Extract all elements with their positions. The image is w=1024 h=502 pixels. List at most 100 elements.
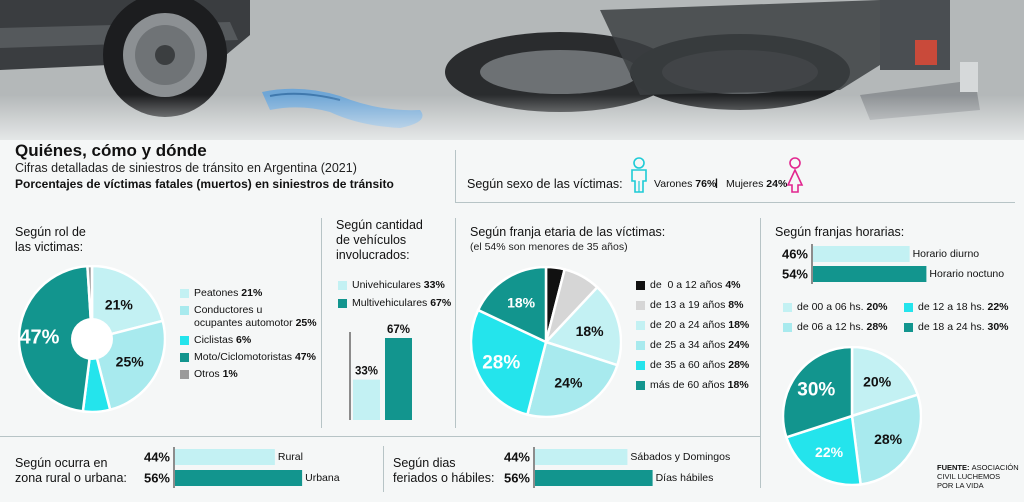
sexo-mujeres-label: Mujeres: [726, 178, 764, 190]
rol-legend-item: Conductores u ocupantes automotor 25%: [180, 304, 317, 330]
horarias-legend-item: de 12 a 18 hs. 22%: [904, 301, 1009, 314]
legend-value: 28%: [728, 359, 750, 371]
legend-swatch: [636, 380, 645, 390]
legend-label: de 12 a 18 hs.: [918, 301, 985, 313]
legend-label: de 13 a 19 años: [650, 299, 726, 311]
bar-category: Días hábiles: [656, 472, 714, 484]
legend-swatch: [783, 322, 792, 332]
vehiculos-legend-item: Univehiculares 33%: [338, 279, 451, 292]
vehiculos-bar-chart: 33% 67%: [349, 324, 412, 420]
legend-label: de 18 a 24 hs.: [918, 321, 985, 333]
legend-swatch: [904, 322, 913, 332]
bar: [385, 338, 412, 420]
vehiculos-title-line1: Según cantidad: [336, 218, 423, 232]
edad-legend-item: de 25 a 34 años 24%: [636, 339, 749, 352]
legend-label: de 0 a 12 años: [650, 279, 723, 291]
zona-title: Según ocurra en zona rural o urbana:: [15, 456, 127, 486]
legend-swatch: [180, 305, 189, 315]
legend-swatch: [636, 340, 645, 350]
bar-value: 56%: [504, 471, 530, 486]
legend-label: Moto/Ciclomotoristas: [194, 351, 293, 363]
pie-slice: [470, 308, 548, 417]
legend-value: 28%: [866, 321, 888, 333]
bar-category: Urbana: [305, 472, 340, 484]
dias-title-line1: Según dias: [393, 456, 456, 470]
rol-pie-chart: 21% 25% 47%: [18, 265, 166, 413]
pie-hole: [71, 318, 113, 360]
rol-legend-item: Peatones 21%: [180, 287, 317, 300]
pie-label: 28%: [874, 431, 903, 447]
bar: [353, 379, 380, 420]
edad-legend: de 0 a 12 años 4% de 13 a 19 años 8% de …: [636, 279, 749, 392]
source-note: FUENTE: ASOCIACIÓN CIVIL LUCHEMOS POR LA…: [937, 463, 1019, 490]
rol-title-line1: Según rol de: [15, 225, 86, 239]
pie-slice: [850, 393, 922, 486]
source-label: FUENTE:: [937, 463, 970, 472]
sexo-varones-value: 76%: [695, 178, 717, 190]
female-person-icon: [786, 157, 804, 193]
legend-swatch: [636, 320, 645, 330]
legend-swatch: [180, 288, 189, 298]
bar: [535, 470, 653, 486]
legend-label: de 06 a 12 hs.: [797, 321, 864, 333]
sexo-mujeres-value: 24%: [766, 178, 788, 190]
page-subtitle-bold: Porcentajes de víctimas fatales (muertos…: [15, 177, 394, 191]
legend-value: 30%: [987, 321, 1009, 333]
zona-bar-chart: 44% Rural 56% Urbana: [144, 447, 340, 488]
legend-label: de 20 a 24 años: [650, 319, 726, 331]
source-text: CIVIL LUCHEMOS: [937, 472, 1001, 481]
legend-value: 6%: [236, 334, 252, 346]
bar-label: 33%: [355, 366, 378, 378]
zona-title-line2: zona rural o urbana:: [15, 471, 127, 485]
pie-slice: [90, 265, 165, 341]
dias-bar-chart: 44% Sábados y Domingos 56% Días hábiles: [504, 447, 730, 488]
pie-label: 28%: [482, 353, 520, 374]
legend-label: Conductores u: [194, 304, 263, 316]
legend-label: de 35 a 60 años: [650, 359, 726, 371]
bar: [175, 470, 303, 486]
accident-photo: [0, 0, 1024, 140]
legend-value: 33%: [423, 279, 445, 291]
legend-value: 21%: [241, 287, 263, 299]
bar-value: 46%: [782, 247, 808, 262]
edad-legend-item: de 0 a 12 años 4%: [636, 279, 749, 292]
sexo-title: Según sexo de las víctimas:: [467, 177, 623, 191]
franjas-pie-chart: 20% 28% 22% 30%: [782, 346, 922, 486]
pie-slice: [782, 346, 854, 439]
sexo-varones: Varones 76%: [654, 178, 716, 191]
edad-legend-item: de 13 a 19 años 8%: [636, 299, 749, 312]
legend-label: de 00 a 06 hs.: [797, 301, 864, 313]
pie-label: 21%: [105, 296, 134, 312]
legend-value: 18%: [727, 379, 749, 391]
legend-swatch: [180, 369, 189, 379]
rol-legend-item: Otros 1%: [180, 368, 317, 381]
bar-label: 67%: [387, 324, 410, 336]
bar: [813, 246, 910, 262]
legend-value: 25%: [295, 317, 317, 329]
legend-value: 8%: [728, 299, 744, 311]
horario-bar-chart: 46% Horario diurno 54% Horario noctuno: [782, 244, 1004, 284]
edad-pie-chart: 18% 24% 28% 18%: [470, 266, 622, 418]
sexo-mujeres: Mujeres 24%: [726, 178, 787, 191]
horarias-legend-item: de 00 a 06 hs. 20%: [783, 301, 888, 314]
sexo-separator: |: [715, 177, 718, 189]
pie-label: 47%: [19, 326, 59, 348]
legend-swatch: [636, 280, 645, 290]
legend-swatch: [338, 280, 347, 290]
pie-label: 25%: [116, 353, 145, 369]
zona-title-line1: Según ocurra en: [15, 456, 108, 470]
vehiculos-title: Según cantidad de vehículos involucrados…: [336, 218, 423, 263]
bar: [175, 449, 275, 465]
source-text: ASOCIACIÓN: [971, 463, 1019, 472]
legend-label-line2: ocupantes automotor: [194, 317, 293, 329]
horarias-legend-item: de 18 a 24 hs. 30%: [904, 321, 1009, 334]
legend-value: 1%: [222, 368, 238, 380]
pie-label: 20%: [863, 373, 892, 389]
rol-title-line2: las victimas:: [15, 240, 84, 254]
legend-swatch: [636, 360, 645, 370]
legend-label: Peatones: [194, 287, 239, 299]
bar-value: 44%: [504, 450, 530, 465]
bar-category: Horario diurno: [913, 248, 980, 260]
legend-value: 4%: [725, 279, 741, 291]
